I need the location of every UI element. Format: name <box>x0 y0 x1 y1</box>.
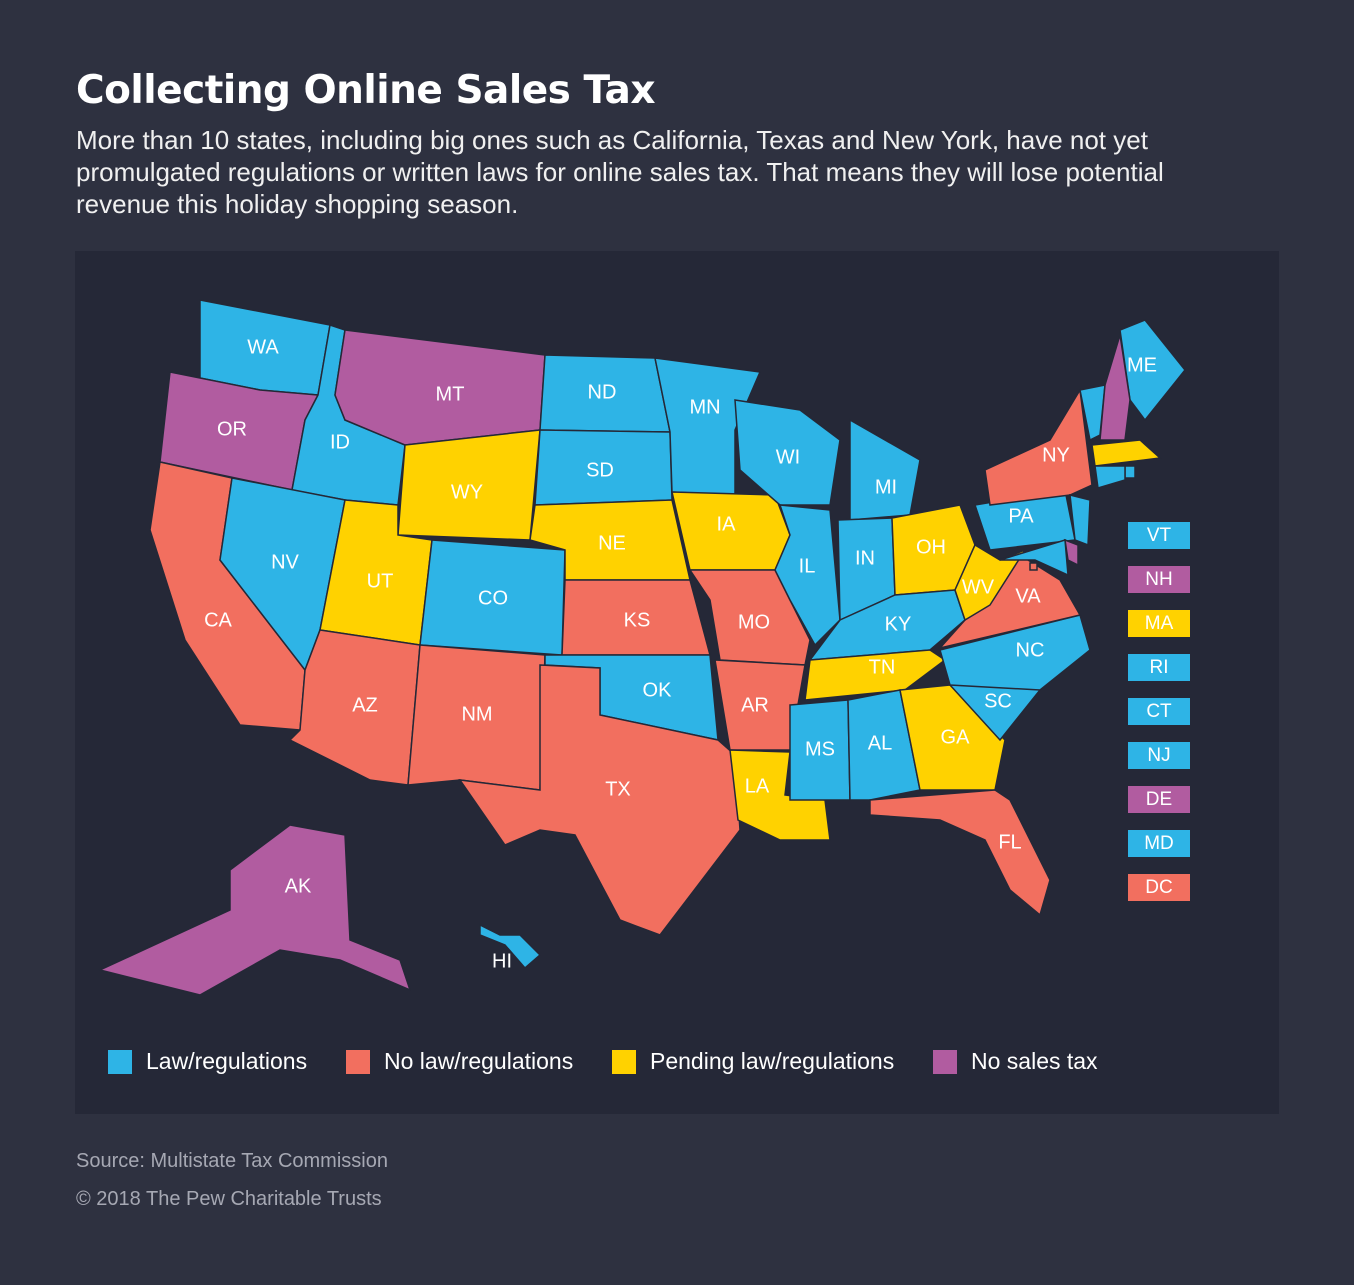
state-label: CT <box>1146 701 1172 722</box>
state-callout <box>1128 698 1190 725</box>
state-label: WV <box>962 576 995 598</box>
state-label: AL <box>868 732 892 754</box>
state-label: SD <box>586 459 614 481</box>
state-label: MI <box>875 476 897 498</box>
state-label: DE <box>1146 789 1172 810</box>
state-label: VT <box>1147 525 1172 546</box>
state-shape <box>774 504 841 647</box>
state-label: KY <box>885 613 912 635</box>
state-label: NH <box>1145 569 1172 590</box>
state-label: MO <box>738 611 770 633</box>
state-label: NJ <box>1147 745 1170 766</box>
state-label: MA <box>1145 613 1174 634</box>
legend-swatch <box>346 1050 370 1074</box>
state-label: AR <box>741 694 769 716</box>
state-label: IL <box>799 555 816 577</box>
state-callout <box>1128 566 1190 593</box>
state-shape <box>97 824 412 996</box>
legend-swatch <box>612 1050 636 1074</box>
state-shape <box>729 749 831 841</box>
legend-label: Law/regulations <box>146 1048 307 1074</box>
state-shape <box>1029 562 1038 571</box>
state-label: HI <box>492 950 512 972</box>
state-label: NV <box>271 551 299 573</box>
title: Collecting Online Sales Tax <box>76 68 656 113</box>
state-callout <box>1128 522 1190 549</box>
state-callout <box>1128 874 1190 901</box>
state-shape <box>1091 439 1162 467</box>
state-label: RI <box>1150 657 1169 678</box>
state-label: ID <box>330 431 350 453</box>
state-shape <box>899 684 1006 791</box>
copyright: © 2018 The Pew Charitable Trusts <box>76 1188 382 1210</box>
state-label: WA <box>247 336 279 358</box>
state-shape <box>804 649 947 701</box>
state-shape <box>479 923 542 970</box>
state-label: SC <box>984 690 1012 712</box>
state-label: NY <box>1042 444 1070 466</box>
state-callout <box>1128 654 1190 681</box>
state-label: IA <box>717 513 737 535</box>
state-shape <box>1064 538 1079 567</box>
state-label: KS <box>624 609 651 631</box>
state-label: ND <box>588 381 617 403</box>
state-shape <box>734 399 841 506</box>
state-callout <box>1128 610 1190 637</box>
state-label: FL <box>998 831 1021 853</box>
state-label: OK <box>643 679 673 701</box>
source: Source: Multistate Tax Commission <box>76 1150 388 1172</box>
state-shape <box>1124 465 1136 479</box>
state-label: GA <box>941 726 971 748</box>
state-label: NE <box>598 532 626 554</box>
state-callout <box>1128 786 1190 813</box>
legend-swatch <box>933 1050 957 1074</box>
state-label: NM <box>461 703 492 725</box>
legend-swatch <box>108 1050 132 1074</box>
state-label: VA <box>1015 585 1041 607</box>
state-label: LA <box>745 775 770 797</box>
state-label: AK <box>285 875 312 897</box>
state-label: OR <box>217 418 247 440</box>
state-shape <box>458 664 741 936</box>
state-shape <box>847 689 921 801</box>
state-label: CO <box>478 587 508 609</box>
state-label: DC <box>1145 877 1172 898</box>
state-label: PA <box>1008 505 1034 527</box>
state-callout <box>1128 742 1190 769</box>
legend-label: No sales tax <box>971 1048 1098 1074</box>
state-shape <box>984 387 1093 506</box>
legend-label: No law/regulations <box>384 1048 573 1074</box>
state-label: WY <box>451 481 483 503</box>
state-label: NC <box>1016 639 1045 661</box>
state-label: TX <box>605 778 631 800</box>
state-shape <box>1069 494 1091 547</box>
state-label: CA <box>204 609 232 631</box>
state-label: AZ <box>352 694 378 716</box>
state-shape <box>1099 334 1131 441</box>
state-shape <box>999 539 1069 577</box>
state-shape <box>1094 465 1126 489</box>
state-label: UT <box>367 570 394 592</box>
state-label: MS <box>805 738 835 760</box>
state-callout <box>1128 830 1190 857</box>
state-shape <box>954 543 1027 622</box>
state-label: MD <box>1144 833 1174 854</box>
state-label: IN <box>855 547 875 569</box>
state-label: OH <box>916 536 946 558</box>
state-label: WI <box>776 446 800 468</box>
state-label: MT <box>436 383 465 405</box>
state-label: ME <box>1127 354 1157 376</box>
subtitle: More than 10 states, including big ones … <box>76 125 1164 219</box>
state-label: TN <box>869 656 896 678</box>
legend-label: Pending law/regulations <box>650 1048 894 1074</box>
map-panel: WA OR CA ID NV MT WY UT CO AZ NM ND SD NE KS OK TX MN IA MO… <box>75 251 1279 1114</box>
state-label: MN <box>689 396 720 418</box>
state-shape <box>869 789 1051 917</box>
